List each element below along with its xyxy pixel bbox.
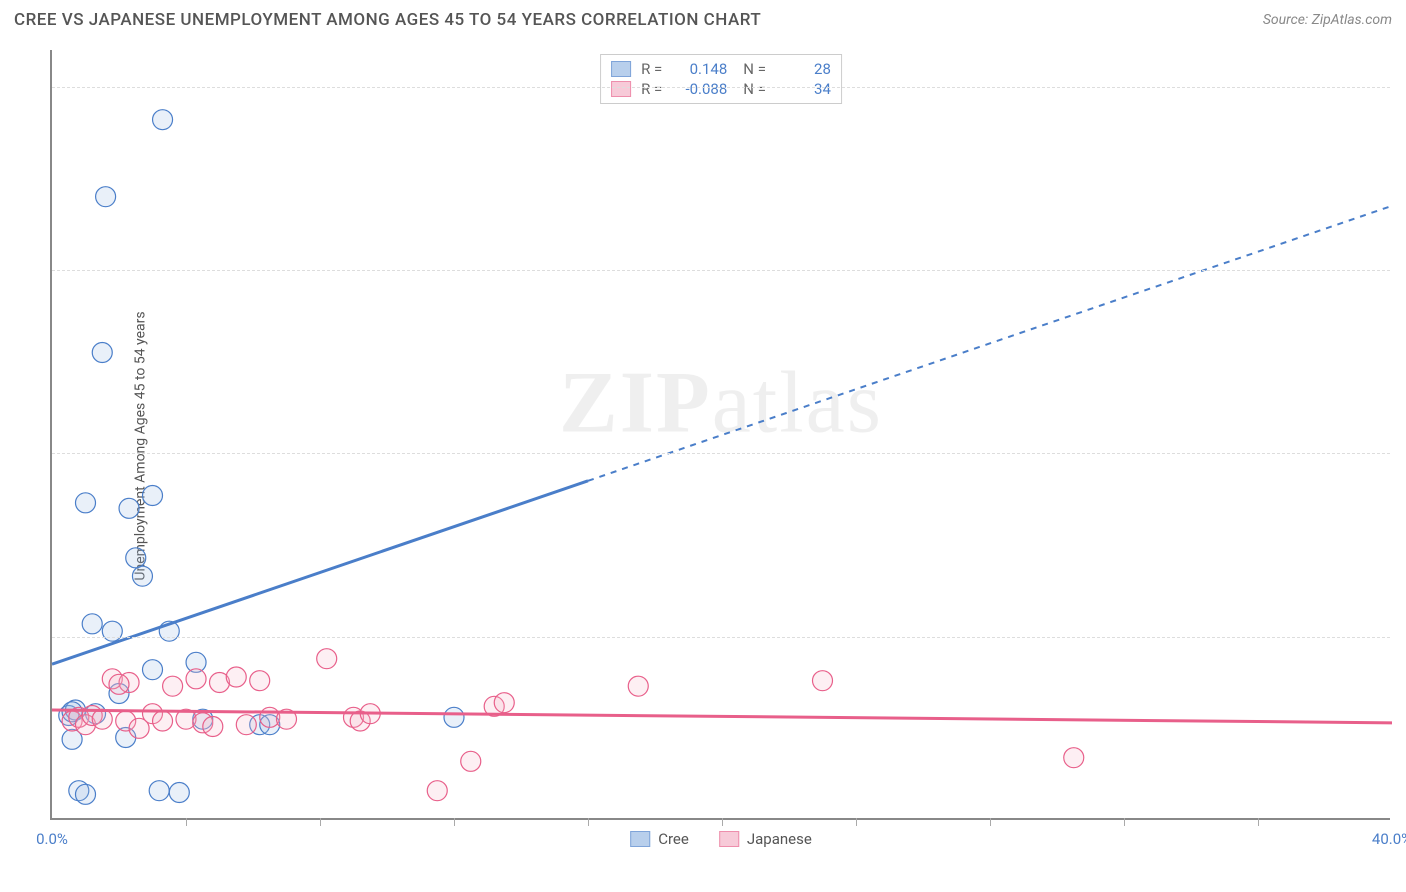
- y-tick-label: 40.0%: [1395, 78, 1406, 96]
- scatter-point: [250, 671, 270, 691]
- scatter-point: [132, 566, 152, 586]
- n-label: N =: [743, 60, 766, 78]
- scatter-point: [153, 711, 173, 731]
- swatch-japanese-icon: [719, 831, 739, 847]
- scatter-point: [813, 671, 833, 691]
- correlation-row-japanese: R = -0.088 N = 34: [611, 79, 831, 99]
- scatter-point: [76, 784, 96, 804]
- gridline: [52, 270, 1390, 271]
- swatch-cree-icon: [611, 61, 631, 77]
- scatter-point: [119, 498, 139, 518]
- plot-area: ZIPatlas R = 0.148 N = 28 R = -0.088 N =…: [50, 50, 1390, 820]
- scatter-point: [427, 781, 447, 801]
- chart-title: CREE VS JAPANESE UNEMPLOYMENT AMONG AGES…: [14, 10, 761, 30]
- x-tick: [1124, 818, 1125, 826]
- legend-label-japanese: Japanese: [747, 830, 812, 848]
- trend-line-extrapolated: [588, 206, 1392, 481]
- source-name: ZipAtlas.com: [1312, 12, 1392, 28]
- scatter-point: [169, 783, 189, 803]
- scatter-point: [628, 676, 648, 696]
- x-tick: [1258, 818, 1259, 826]
- legend-item-cree: Cree: [630, 830, 689, 848]
- legend-item-japanese: Japanese: [719, 830, 812, 848]
- scatter-point: [143, 660, 163, 680]
- x-tick: [856, 818, 857, 826]
- scatter-point: [92, 709, 112, 729]
- x-tick: [454, 818, 455, 826]
- scatter-point: [96, 187, 116, 207]
- x-tick: [588, 818, 589, 826]
- scatter-point: [82, 614, 102, 634]
- series-legend: Cree Japanese: [630, 830, 812, 848]
- scatter-point: [203, 717, 223, 737]
- n-value-cree: 28: [776, 60, 831, 78]
- scatter-point: [92, 343, 112, 363]
- swatch-cree-icon: [630, 831, 650, 847]
- x-tick-label: 0.0%: [36, 830, 68, 848]
- y-tick-label: 30.0%: [1395, 261, 1406, 279]
- r-label: R =: [641, 60, 662, 78]
- scatter-point: [153, 110, 173, 130]
- scatter-point: [317, 649, 337, 669]
- correlation-row-cree: R = 0.148 N = 28: [611, 59, 831, 79]
- swatch-japanese-icon: [611, 81, 631, 97]
- x-tick: [990, 818, 991, 826]
- x-tick-label: 40.0%: [1372, 830, 1406, 848]
- scatter-point: [126, 548, 146, 568]
- gridline: [52, 453, 1390, 454]
- scatter-point: [226, 667, 246, 687]
- scatter-point: [444, 707, 464, 727]
- source-attribution: Source: ZipAtlas.com: [1263, 12, 1392, 28]
- correlation-legend: R = 0.148 N = 28 R = -0.088 N = 34: [600, 54, 842, 104]
- scatter-point: [186, 669, 206, 689]
- gridline: [52, 87, 1390, 88]
- x-tick: [722, 818, 723, 826]
- scatter-point: [102, 621, 122, 641]
- scatter-point: [494, 693, 514, 713]
- y-tick-label: 20.0%: [1395, 444, 1406, 462]
- source-prefix: Source:: [1263, 12, 1312, 28]
- chart-header: CREE VS JAPANESE UNEMPLOYMENT AMONG AGES…: [14, 10, 1392, 30]
- chart-svg: [52, 50, 1390, 818]
- scatter-point: [109, 674, 129, 694]
- scatter-point: [143, 486, 163, 506]
- x-tick: [320, 818, 321, 826]
- r-value-cree: 0.148: [672, 60, 727, 78]
- y-tick-label: 10.0%: [1395, 628, 1406, 646]
- r-value-japanese: -0.088: [672, 80, 727, 98]
- scatter-point: [149, 781, 169, 801]
- scatter-point: [236, 715, 256, 735]
- scatter-point: [163, 676, 183, 696]
- scatter-point: [461, 751, 481, 771]
- n-value-japanese: 34: [776, 80, 831, 98]
- scatter-point: [1064, 748, 1084, 768]
- legend-label-cree: Cree: [658, 830, 689, 848]
- scatter-point: [76, 493, 96, 513]
- x-tick: [186, 818, 187, 826]
- gridline: [52, 637, 1390, 638]
- n-label: N =: [743, 80, 766, 98]
- r-label: R =: [641, 80, 662, 98]
